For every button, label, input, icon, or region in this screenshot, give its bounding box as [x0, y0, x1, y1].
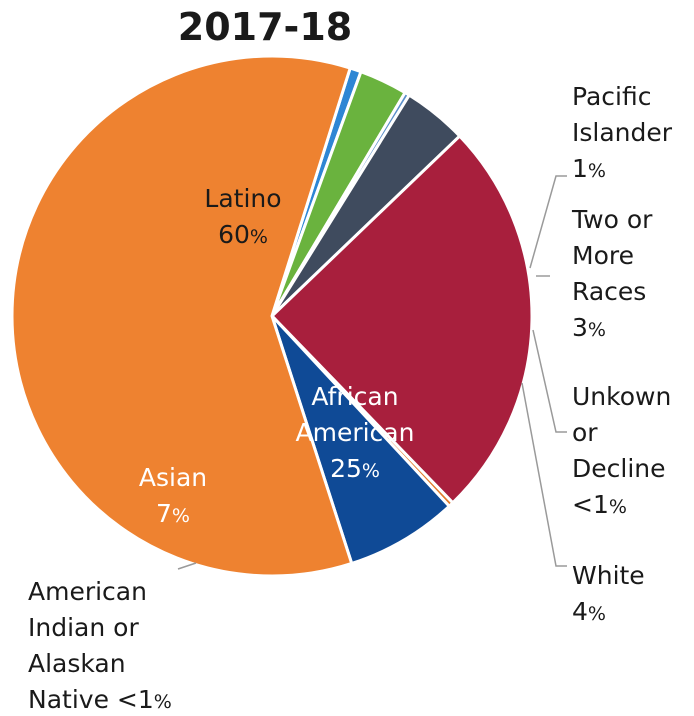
leader-line — [521, 382, 567, 567]
slice-label: White 4% — [572, 561, 645, 626]
slice-label: African American 25% — [296, 382, 415, 483]
leader-line — [177, 562, 197, 570]
pie-slice-latino — [10, 54, 354, 578]
slice-label: Unkown or Decline <1% — [572, 382, 671, 519]
slice-labels: Pacific Islander 1% Two or More Races 3% Unkown… — [28, 82, 673, 714]
slice-label: Two or More Races 3% — [571, 205, 653, 342]
leader-line — [529, 175, 567, 269]
leader-lines — [177, 175, 567, 570]
pie-slice-african-american — [270, 134, 534, 505]
slice-label: Pacific Islander 1% — [572, 82, 673, 183]
chart-title: 2017-18 — [178, 5, 352, 49]
pie-slices — [10, 54, 534, 578]
leader-line — [532, 329, 567, 433]
slice-label: American Indian or Alaskan Native <1% — [28, 577, 172, 714]
pie-slice-asian — [270, 314, 451, 565]
slice-label: Asian 7% — [139, 463, 207, 528]
